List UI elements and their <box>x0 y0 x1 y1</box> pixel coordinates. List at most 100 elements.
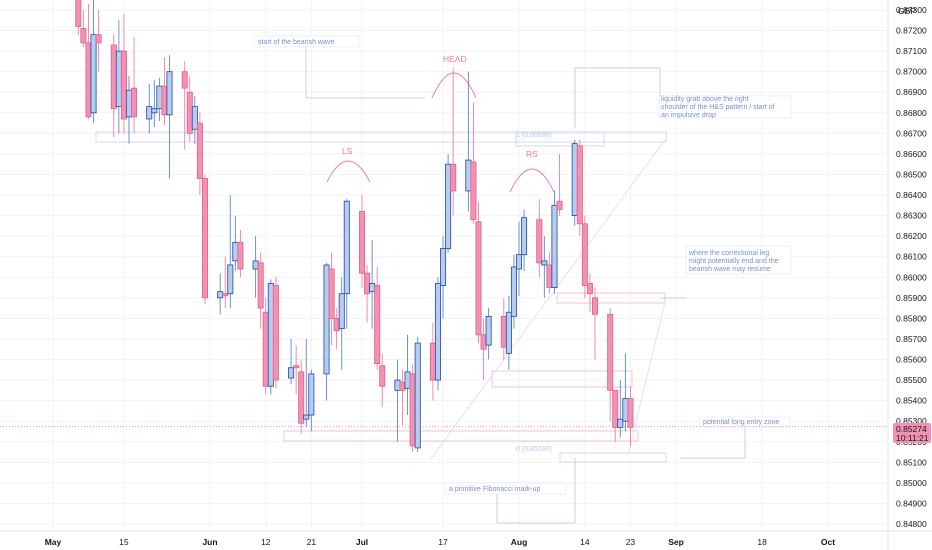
candle-body <box>323 264 330 375</box>
candle-body <box>450 163 457 192</box>
time-tick-label: 12 <box>261 537 271 547</box>
price-tick-label: 0.86500 <box>896 169 927 179</box>
candle-body <box>338 293 345 330</box>
price-tick-label: 0.85800 <box>896 313 927 323</box>
price-tag-background <box>893 423 931 443</box>
price-axis[interactable]: 0.87300 0.87200 0.87100 0.87000 0.86900 0.868… <box>887 0 927 550</box>
price-tick-label: 0.86900 <box>896 87 927 97</box>
candle-body <box>434 283 441 381</box>
candle-body <box>201 178 208 299</box>
time-tick-label: 14 <box>580 537 590 547</box>
candle-body <box>627 398 634 428</box>
candle-body <box>485 315 492 346</box>
candle-body <box>399 381 406 391</box>
candles-layer <box>75 0 634 453</box>
resistance-zone-box <box>95 131 667 143</box>
candle-body <box>308 373 315 416</box>
time-tick-label: 23 <box>626 537 636 547</box>
candle-body <box>445 163 452 249</box>
price-tick-label: 0.85500 <box>896 375 927 385</box>
candle-body <box>429 342 436 381</box>
candle-body <box>156 85 163 110</box>
candle-body <box>80 28 87 44</box>
candle-body <box>196 122 203 179</box>
currency-label: GBP <box>898 6 916 16</box>
candle-body <box>374 285 381 365</box>
countdown-value: 10:11:21 <box>896 433 929 443</box>
shoulder-arc-left <box>326 160 371 183</box>
note-box-fib <box>445 482 567 495</box>
fib-top-box <box>515 131 605 147</box>
candle-body <box>303 414 310 420</box>
candle-body <box>146 106 153 120</box>
annotation-liquidity-line1: liquidity grab above the right <box>661 96 749 103</box>
fib-diagonal-line <box>429 139 666 461</box>
time-tick-label: Jul <box>356 537 368 547</box>
candle-body <box>541 260 548 266</box>
price-tick-label: 0.86400 <box>896 190 927 200</box>
annotation-liquidity-line3: an impulsive drop <box>661 112 716 119</box>
candle-body <box>343 200 350 295</box>
time-tick-label: May <box>45 537 62 547</box>
shoulder-arc-right <box>509 168 555 193</box>
candle-body <box>521 217 528 256</box>
candle-body <box>131 87 138 118</box>
candle-body <box>470 161 477 221</box>
candle-body <box>358 211 365 274</box>
candle-body <box>333 317 340 332</box>
candle-body <box>222 293 229 297</box>
candle-body <box>516 254 523 270</box>
time-axis[interactable]: May 15 Jun 12 21 Jul 17 Aug 14 23 Sep 18 Oct <box>0 530 932 547</box>
candle-body <box>465 159 472 192</box>
candle-body <box>166 71 173 116</box>
candle-body <box>120 50 127 120</box>
note-box-corrective <box>685 245 792 275</box>
price-tick-label: 0.84900 <box>896 498 927 508</box>
fib-level-top: 1 (0.86688) <box>516 132 552 139</box>
time-tick-label: Jun <box>202 537 217 547</box>
pattern-label-head: HEAD <box>443 54 467 64</box>
support-zone-box <box>283 430 639 442</box>
candle-body <box>85 42 92 118</box>
candle-body <box>110 44 117 110</box>
annotation-fib-note: a primitive Fibonacci mark-up <box>449 486 541 493</box>
price-tick-label: 0.86300 <box>896 211 927 221</box>
fib-diagonal-line-2 <box>627 301 666 456</box>
candle-body <box>75 0 82 27</box>
candle-body <box>232 241 239 262</box>
price-tick-label: 0.85600 <box>896 355 927 365</box>
price-tick-label: 0.86200 <box>896 231 927 241</box>
candle-body <box>364 272 371 295</box>
candle-body <box>556 200 563 210</box>
time-tick-label: Oct <box>821 537 835 547</box>
candle-body <box>186 91 193 134</box>
candle-body <box>217 291 224 299</box>
price-tick-label: 0.85000 <box>896 478 927 488</box>
candle-body <box>622 398 629 422</box>
price-tick-label: 0.84800 <box>896 519 927 529</box>
candle-body <box>293 365 300 369</box>
price-tick-label: 0.85700 <box>896 334 927 344</box>
zone-boxes <box>95 35 792 495</box>
candle-body <box>328 268 335 319</box>
annotation-corrective-line2: might potentially end and the <box>689 258 779 265</box>
annotation-corrective-line3: bearish wave may resume <box>689 266 771 273</box>
candle-body <box>404 371 411 389</box>
candle-body <box>252 260 259 270</box>
price-tick-label: 0.86800 <box>896 108 927 118</box>
candle-body <box>409 373 416 447</box>
annotation-corrective-line1: where the correctional leg <box>688 250 769 257</box>
candle-body <box>181 71 188 89</box>
candle-body <box>612 389 619 428</box>
candle-body <box>581 223 588 286</box>
candle-body <box>480 334 487 350</box>
price-tick-label: 0.87300 <box>896 5 927 15</box>
annotation-liquidity-line2: shoulder of the H&S pattern / start of <box>661 104 775 111</box>
candle-body <box>272 285 279 381</box>
candle-body <box>571 143 578 216</box>
candle-body <box>227 264 234 295</box>
price-tick-label: 0.86100 <box>896 252 927 262</box>
candle-body <box>298 371 305 424</box>
